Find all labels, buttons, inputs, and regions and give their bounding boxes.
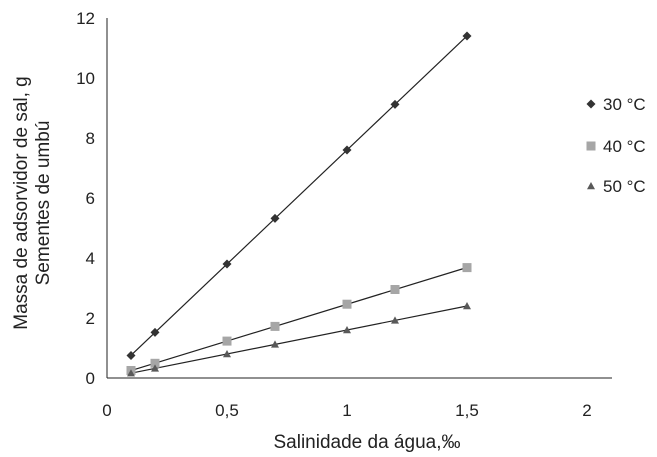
data-point-series-2 [462, 263, 472, 273]
x-tick-label: 0,5 [215, 401, 239, 420]
trendline-series-1 [130, 35, 468, 356]
data-point-series-3 [271, 340, 279, 348]
x-axis-title: Salinidade da água,‰ [274, 432, 461, 453]
data-point-series-3 [463, 302, 471, 310]
legend-marker-series-3 [587, 182, 595, 190]
data-point-series-2 [342, 299, 352, 309]
y-tick-label: 0 [86, 369, 95, 388]
legend-label-series-1: 30 °C [603, 95, 646, 114]
data-point-series-1 [150, 327, 160, 337]
data-point-series-1 [126, 351, 136, 360]
axes [106, 18, 612, 379]
y-tick-label: 2 [86, 309, 95, 328]
legend: 30 °C 40 °C 50 °C [586, 95, 646, 196]
legend-label-series-3: 50 °C [603, 177, 646, 196]
legend-marker-series-1 [586, 99, 596, 109]
data-point-series-1 [342, 145, 352, 155]
y-tick-label: 12 [76, 9, 95, 28]
x-tick-label: 2 [582, 401, 591, 420]
y-axis-title-line-2: Sementes de umbú [33, 121, 54, 286]
data-point-series-3 [343, 326, 351, 334]
data-point-series-3 [223, 350, 231, 358]
legend-label-series-2: 40 °C [603, 137, 646, 156]
x-tick-label: 0 [102, 401, 111, 420]
data-point-series-3 [127, 369, 135, 377]
trendline-series-3 [130, 305, 468, 374]
trendlines [130, 35, 468, 374]
data-point-series-2 [222, 336, 232, 346]
x-tick-label: 1,5 [455, 401, 479, 420]
x-tick-labels: 0 0,5 1 1,5 2 [102, 401, 591, 420]
data-point-series-1 [222, 259, 232, 269]
trendline-series-2 [130, 266, 468, 372]
data-point-series-2 [270, 321, 280, 331]
data-point-series-2 [150, 358, 160, 368]
data-point-series-1 [462, 31, 472, 41]
data-point-series-2 [390, 285, 400, 294]
x-tick-label: 1 [342, 401, 351, 420]
data-point-series-1 [390, 99, 400, 109]
y-tick-label: 6 [86, 189, 95, 208]
data-point-series-3 [391, 316, 399, 324]
y-tick-label: 4 [86, 249, 95, 268]
legend-marker-series-2 [586, 141, 596, 151]
y-tick-label: 8 [86, 129, 95, 148]
data-point-series-1 [270, 213, 280, 223]
data-points [126, 31, 472, 377]
y-axis-title-line-1: Massa de adsorvidor de sal, g [11, 76, 32, 329]
y-tick-label: 10 [76, 69, 95, 88]
y-tick-labels: 0 2 4 6 8 10 12 [76, 9, 95, 388]
data-point-series-3 [151, 364, 159, 372]
